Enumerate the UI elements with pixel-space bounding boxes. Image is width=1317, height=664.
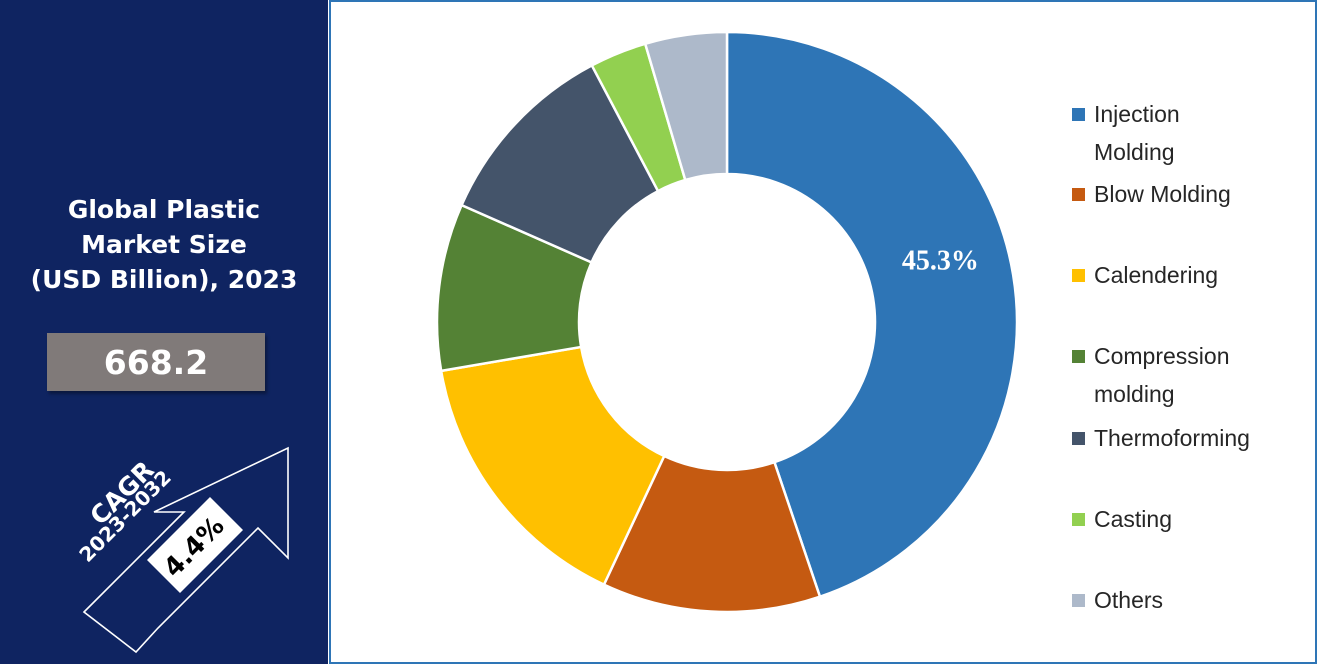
legend-label-line: Calendering — [1094, 262, 1219, 288]
legend-label-line: Molding — [1094, 139, 1175, 165]
legend-swatch — [1072, 269, 1085, 282]
legend-swatch — [1072, 594, 1085, 607]
panel-title-line-3: (USD Billion), 2023 — [30, 265, 298, 294]
legend-swatch — [1072, 432, 1085, 445]
legend-label-line: Injection — [1094, 101, 1180, 127]
slice-others — [643, 30, 729, 182]
cagr-value-badge — [147, 497, 243, 593]
legend-label: Blow Molding — [1094, 175, 1304, 213]
legend-label-line: Casting — [1094, 506, 1172, 532]
legend-label-line: Others — [1094, 587, 1164, 613]
legend-swatch — [1072, 108, 1085, 121]
legend-label: Others — [1094, 581, 1304, 619]
legend-label: Compression molding — [1094, 337, 1304, 413]
data-label-injection-molding: 45.3% — [902, 246, 979, 277]
legend-label-line: molding — [1094, 381, 1175, 407]
donut-chart: 45.3% — [435, 30, 1019, 614]
cagr-arrow-icon — [82, 446, 289, 654]
legend-label: Casting — [1094, 500, 1304, 538]
legend-label-line: Thermoforming — [1094, 425, 1250, 451]
summary-panel: Global Plastic Market Size (USD Billion)… — [0, 0, 328, 664]
legend-swatch — [1072, 513, 1085, 526]
slice-injection-molding — [725, 30, 1019, 599]
cagr-arrow-graphic: CAGR 2023-2032 4.4% — [74, 446, 289, 654]
donut-slices — [435, 30, 1019, 614]
legend-label: Injection Molding — [1094, 95, 1304, 171]
legend-label-line: Blow Molding — [1094, 181, 1231, 207]
legend-label: Thermoforming — [1094, 419, 1304, 457]
legend-label-line: Compression — [1094, 343, 1230, 369]
market-size-value: 668.2 — [47, 333, 265, 391]
legend-label: Calendering — [1094, 256, 1304, 294]
legend-swatch — [1072, 188, 1085, 201]
panel-title-line-1: Global Plastic — [67, 195, 261, 224]
donut-data-labels: 45.3% — [902, 246, 979, 277]
panel-title: Global Plastic Market Size (USD Billion)… — [0, 192, 328, 297]
slice-calendering — [439, 345, 666, 587]
panel-title-line-2: Market Size — [81, 230, 247, 259]
legend-swatch — [1072, 350, 1085, 363]
